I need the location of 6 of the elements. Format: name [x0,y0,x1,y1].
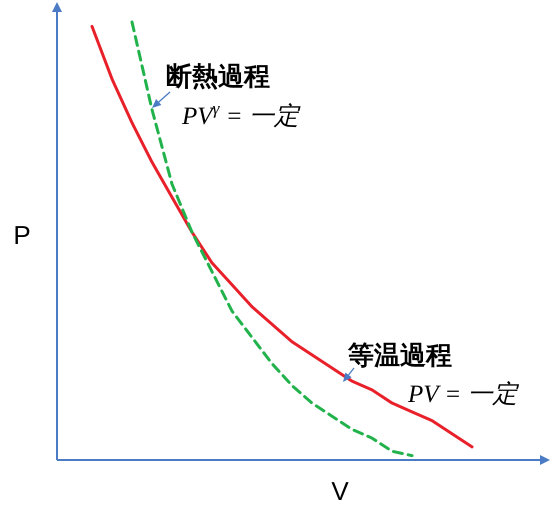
y-axis-title: P [13,220,31,250]
x-axis-title: V [331,476,350,506]
annotation: PV = 一定 [407,380,520,408]
annotation: 等温過程 [347,340,452,370]
annotation: 断熱過程 [166,61,270,91]
annotation: PV$^{γ}$ = 一定 [181,98,301,130]
